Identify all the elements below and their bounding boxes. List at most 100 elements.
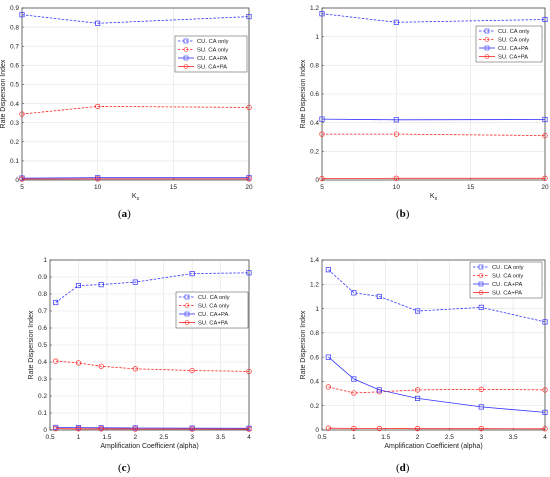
series-line-2 bbox=[55, 427, 250, 429]
y-tick-label: 0.2 bbox=[10, 139, 19, 146]
x-tick-label: 1.5 bbox=[381, 434, 390, 441]
y-tick-label: 1.2 bbox=[310, 281, 319, 288]
data-point-square bbox=[542, 116, 548, 123]
data-point-circle bbox=[189, 367, 195, 374]
data-point-circle bbox=[414, 426, 421, 432]
data-point-circle bbox=[75, 360, 82, 366]
y-tick-label: 0.9 bbox=[38, 274, 47, 281]
x-tick-label: 2.5 bbox=[159, 434, 168, 441]
data-point-square bbox=[415, 395, 421, 401]
data-point-circle bbox=[246, 426, 252, 432]
plot-frame bbox=[21, 7, 250, 181]
data-point-circle bbox=[351, 390, 357, 396]
y-tick-label: 0 bbox=[15, 177, 19, 184]
x-tick-label: 3 bbox=[479, 434, 483, 441]
data-point-square bbox=[319, 116, 325, 122]
x-axis-label: Amplification Coefficient (alpha) bbox=[384, 443, 482, 450]
data-point-circle bbox=[98, 426, 104, 432]
chart-panel-d: 0.5 1 1.5 2 2.5 3 3.5 4 0 0.2 0.4 0.6 0.8 1 1.2 1.4 Ampl… bbox=[300, 257, 548, 450]
data-point-square bbox=[246, 270, 252, 276]
data-point-square bbox=[478, 304, 484, 310]
x-tick-label: 15 bbox=[170, 184, 178, 191]
legend-entry-label: SU. CA only bbox=[498, 38, 529, 44]
x-tick-label: 2 bbox=[133, 434, 137, 441]
y-tick-label: 0.6 bbox=[310, 91, 319, 98]
legend-box bbox=[469, 261, 543, 299]
y-tick-label: 0.8 bbox=[310, 330, 319, 337]
data-point-circle bbox=[325, 425, 332, 431]
y-axis-label: Rate Dispersion Index bbox=[300, 310, 307, 379]
data-point-circle bbox=[393, 131, 399, 137]
legend-swatch-circle bbox=[183, 47, 189, 52]
y-tick-label: 0.7 bbox=[10, 43, 19, 50]
legend-swatch-square bbox=[183, 55, 189, 61]
series-line-3 bbox=[55, 428, 250, 430]
x-tick-label: 1 bbox=[352, 434, 356, 441]
data-point-circle bbox=[478, 386, 484, 392]
legend-entry-label: CU. CA+PA bbox=[492, 282, 522, 288]
data-point-circle bbox=[351, 425, 357, 432]
y-tick-label: 0.6 bbox=[310, 354, 319, 361]
legend-entry-label: SU. CA only bbox=[197, 48, 228, 54]
legend-entry-label: SU. CA+PA bbox=[197, 65, 227, 71]
legend-box bbox=[174, 35, 248, 73]
legend-swatch-circle bbox=[484, 37, 490, 42]
y-tick-label: 1.2 bbox=[310, 5, 319, 12]
legend-swatch-circle bbox=[184, 303, 190, 308]
legend-entry-label: CU. CA only bbox=[198, 295, 230, 301]
series-line-2 bbox=[321, 118, 546, 121]
panel-label-b: (b) bbox=[396, 208, 410, 220]
y-tick-label: 0.4 bbox=[310, 120, 319, 127]
y-tick-label: 0.1 bbox=[38, 410, 47, 417]
series-line-0 bbox=[328, 269, 546, 323]
y-tick-label: 0.2 bbox=[310, 403, 319, 410]
legend-swatch-circle bbox=[184, 320, 190, 325]
legend-entry-label: SU. CA only bbox=[198, 304, 229, 310]
x-tick-label: 1 bbox=[77, 434, 81, 441]
legend-swatch-circle bbox=[478, 273, 484, 278]
x-axis-label: Ks bbox=[430, 193, 438, 202]
x-tick-label: 10 bbox=[94, 184, 102, 191]
data-point-circle bbox=[95, 103, 101, 110]
y-tick-label: 0.2 bbox=[310, 149, 319, 156]
x-tick-label: 5 bbox=[320, 184, 324, 191]
data-point-circle bbox=[246, 368, 252, 375]
data-point-circle bbox=[98, 363, 104, 369]
data-point-square bbox=[319, 11, 325, 17]
data-point-circle bbox=[246, 176, 252, 182]
data-point-circle bbox=[393, 175, 399, 181]
data-point-square bbox=[393, 117, 399, 123]
series-line-0 bbox=[321, 13, 546, 23]
data-point-square bbox=[95, 20, 101, 26]
legend-entry-label: CU. CA+PA bbox=[498, 46, 528, 52]
x-axis-label-subscript: s bbox=[137, 196, 140, 202]
x-tick-label: 2 bbox=[416, 434, 420, 441]
x-tick-label: 4 bbox=[247, 434, 251, 441]
data-point-square bbox=[189, 271, 195, 277]
data-point-square bbox=[246, 14, 252, 20]
y-axis-label: Rate Dispersion Index bbox=[300, 59, 307, 128]
data-point-circle bbox=[246, 104, 252, 111]
y-tick-label: 1.4 bbox=[310, 257, 319, 264]
legend-swatch-square bbox=[484, 28, 490, 34]
data-point-square bbox=[325, 354, 331, 360]
data-point-square bbox=[478, 404, 484, 410]
series-line-1 bbox=[55, 360, 250, 372]
x-tick-label: 2.5 bbox=[445, 434, 454, 441]
data-point-circle bbox=[319, 131, 325, 137]
x-tick-label: 3.5 bbox=[509, 434, 518, 441]
x-tick-label: 3 bbox=[190, 434, 194, 441]
data-point-circle bbox=[376, 425, 382, 432]
data-point-circle bbox=[19, 176, 25, 182]
y-tick-label: 0.3 bbox=[38, 376, 47, 383]
legend-swatch-square bbox=[484, 45, 490, 51]
data-point-circle bbox=[75, 426, 82, 432]
y-tick-label: 0.4 bbox=[310, 379, 319, 386]
legend-box bbox=[175, 291, 249, 329]
y-tick-label: 0 bbox=[315, 427, 319, 434]
data-point-circle bbox=[542, 426, 548, 432]
y-axis-label: Rate Dispersion Index bbox=[28, 310, 35, 379]
legend-swatch-circle bbox=[484, 54, 490, 59]
y-tick-label: 0 bbox=[43, 427, 47, 434]
